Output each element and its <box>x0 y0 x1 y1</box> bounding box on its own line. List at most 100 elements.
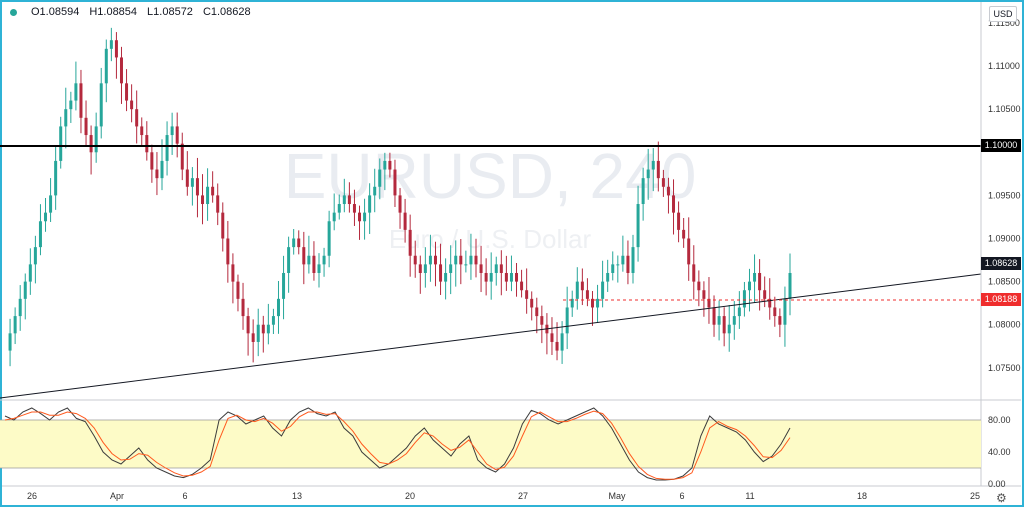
candle-body <box>327 221 331 256</box>
candle-body <box>606 272 610 282</box>
candle-body <box>18 298 22 317</box>
candle-body <box>135 109 139 127</box>
candle-body <box>479 264 483 273</box>
candle-body <box>611 264 615 273</box>
price-axis[interactable]: 1.11500 1.11000 1.10500 1.09500 1.09000 1.085… <box>988 18 1021 373</box>
candle-body <box>282 272 286 299</box>
candle-body <box>378 169 382 187</box>
candle-body <box>747 281 751 291</box>
oscillator-tick-label: 0.00 <box>988 479 1006 489</box>
candle-body <box>211 186 215 196</box>
candle-body <box>768 298 772 308</box>
candle-body <box>185 169 189 187</box>
candle-body <box>145 135 149 153</box>
candle-body <box>621 255 625 265</box>
candle-body <box>560 333 564 351</box>
candle-body <box>418 264 422 273</box>
price-tick-label: 1.10500 <box>988 104 1021 114</box>
oscillator-band <box>0 420 981 468</box>
candle-body <box>555 341 559 351</box>
candle-body <box>469 255 473 265</box>
candle-body <box>216 195 220 213</box>
candle-body <box>373 186 377 196</box>
symbol-watermark: EURUSD, 240 Euro / U.S. Dollar <box>284 140 697 254</box>
candle-body <box>49 195 53 213</box>
time-tick-label: 20 <box>405 491 415 501</box>
time-tick-label: 13 <box>292 491 302 501</box>
candle-body <box>439 264 443 282</box>
candle-body <box>515 272 519 282</box>
candle-body <box>23 281 27 299</box>
candle-body <box>484 272 488 282</box>
candle-body <box>753 272 757 282</box>
settings-gear-icon[interactable]: ⚙ <box>996 491 1007 505</box>
time-tick-label: 11 <box>745 491 754 501</box>
oscillator-tick-label: 40.00 <box>988 447 1011 457</box>
time-tick-label: 18 <box>857 491 867 501</box>
candle-body <box>79 83 83 118</box>
candle-body <box>190 178 194 187</box>
candle-body <box>287 247 291 273</box>
candle-body <box>631 247 635 273</box>
currency-button[interactable]: USD <box>989 6 1017 22</box>
candle-body <box>322 255 326 265</box>
candle-body <box>266 324 270 334</box>
candle-body <box>540 316 544 325</box>
candle-body <box>226 238 230 265</box>
time-tick-label: 6 <box>679 491 684 501</box>
candle-body <box>165 135 169 161</box>
candle-body <box>180 143 184 170</box>
candle-body <box>337 204 341 213</box>
candle-body <box>307 255 311 265</box>
candle-body <box>702 290 706 299</box>
candle-body <box>94 126 98 153</box>
candle-body <box>271 316 275 325</box>
oscillator-axis[interactable]: 80.00 40.00 0.00 <box>988 415 1011 489</box>
candle-body <box>363 212 367 222</box>
candle-body <box>763 290 767 299</box>
candle-body <box>494 264 498 273</box>
trend-line[interactable] <box>0 273 982 399</box>
candle-body <box>661 178 665 187</box>
candle-body <box>672 195 676 213</box>
candle-body <box>388 160 392 170</box>
candle-body <box>428 255 432 265</box>
candle-body <box>727 324 731 334</box>
current-price-tag: 1.08628 <box>981 257 1021 270</box>
candle-body <box>195 178 199 196</box>
candle-body <box>677 212 681 230</box>
candle-body <box>444 272 448 282</box>
ohlc-legend: O1.08594 H1.08854 L1.08572 C1.08628 <box>10 6 255 18</box>
candle-body <box>28 264 32 282</box>
candle-body <box>251 333 255 342</box>
time-tick-label: May <box>608 491 626 501</box>
candle-body <box>170 126 174 136</box>
candle-body <box>130 100 134 110</box>
price-tick-label: 1.11000 <box>988 61 1020 71</box>
candle-body <box>64 109 68 127</box>
candle-body <box>504 272 508 282</box>
candle-body <box>601 281 605 299</box>
candle-body <box>104 48 108 84</box>
candle-body <box>408 229 412 256</box>
time-axis[interactable]: 26 Apr 6 13 20 27 May 6 11 18 25 <box>27 491 980 501</box>
legend-low: L1.08572 <box>147 6 193 18</box>
candle-body <box>125 83 129 101</box>
price-tick-label: 1.09000 <box>988 234 1021 244</box>
legend-close: C1.08628 <box>202 6 251 18</box>
candle-body <box>499 264 503 273</box>
candle-body <box>54 160 58 196</box>
candle-body <box>656 160 660 179</box>
candle-body <box>38 221 42 248</box>
candle-body <box>114 40 118 58</box>
candle-body <box>358 212 362 222</box>
candle-body <box>155 169 159 179</box>
candle-body <box>231 264 235 282</box>
candle-body <box>241 298 245 317</box>
candle-body <box>109 40 113 49</box>
candle-body <box>459 255 463 265</box>
candle-body <box>352 204 356 213</box>
candle-body <box>550 333 554 342</box>
